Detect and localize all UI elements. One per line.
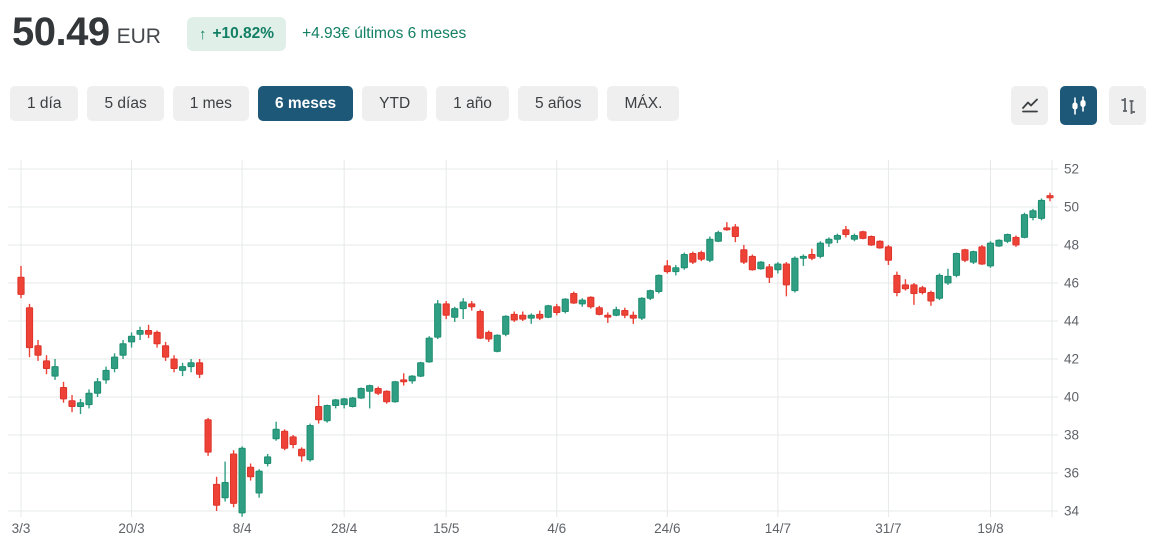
range-tab-ytd[interactable]: YTD — [362, 86, 428, 121]
svg-text:15/5: 15/5 — [433, 521, 459, 536]
ohlc-bars-icon — [1121, 97, 1135, 114]
svg-text:24/6: 24/6 — [654, 521, 680, 536]
line-chart-icon — [1021, 98, 1038, 112]
chart-toolbar: 1 día 5 días 1 mes 6 meses YTD 1 año 5 años MÁX… — [0, 86, 1159, 125]
svg-text:38: 38 — [1064, 428, 1079, 443]
svg-text:48: 48 — [1064, 238, 1079, 253]
up-arrow-icon: ↑ — [198, 25, 207, 43]
current-price: 50.49 — [12, 10, 110, 54]
change-absolute-text: +4.93€ últimos 6 meses — [302, 25, 467, 42]
range-tab-5-anos[interactable]: 5 años — [517, 86, 599, 121]
svg-text:44: 44 — [1064, 314, 1080, 329]
svg-text:19/8: 19/8 — [977, 521, 1003, 536]
change-percent: +10.82% — [212, 25, 275, 42]
svg-text:50: 50 — [1064, 200, 1079, 215]
range-tab-max[interactable]: MÁX. — [607, 86, 680, 121]
svg-text:42: 42 — [1064, 352, 1079, 367]
svg-text:3/3: 3/3 — [12, 521, 31, 536]
svg-text:40: 40 — [1064, 390, 1079, 405]
currency-label: EUR — [116, 25, 161, 48]
range-tabs: 1 día 5 días 1 mes 6 meses YTD 1 año 5 años MÁX… — [10, 86, 680, 121]
line-chart-button[interactable] — [1011, 86, 1048, 125]
svg-text:28/4: 28/4 — [331, 521, 358, 536]
svg-text:46: 46 — [1064, 276, 1079, 291]
candlestick-button[interactable] — [1060, 86, 1097, 125]
svg-text:4/6: 4/6 — [547, 521, 566, 536]
ohlc-button[interactable] — [1109, 86, 1146, 125]
chart-type-buttons — [1011, 86, 1146, 125]
change-percent-badge: ↑ +10.82% — [186, 17, 287, 51]
price-header: 50.49 EUR ↑ +10.82% +4.93€ últimos 6 mes… — [12, 12, 466, 52]
svg-text:52: 52 — [1064, 162, 1079, 177]
svg-text:34: 34 — [1064, 504, 1080, 519]
range-tab-6-meses[interactable]: 6 meses — [257, 86, 354, 121]
svg-text:31/7: 31/7 — [875, 521, 901, 536]
candlestick-icon — [1071, 96, 1086, 114]
svg-text:14/7: 14/7 — [765, 521, 791, 536]
range-tab-1-ano[interactable]: 1 año — [436, 86, 509, 121]
range-tab-1-dia[interactable]: 1 día — [10, 86, 79, 121]
range-tab-5-dias[interactable]: 5 días — [87, 86, 164, 121]
svg-text:20/3: 20/3 — [118, 521, 144, 536]
svg-text:36: 36 — [1064, 466, 1079, 481]
svg-text:8/4: 8/4 — [233, 521, 252, 536]
range-tab-1-mes[interactable]: 1 mes — [172, 86, 249, 121]
